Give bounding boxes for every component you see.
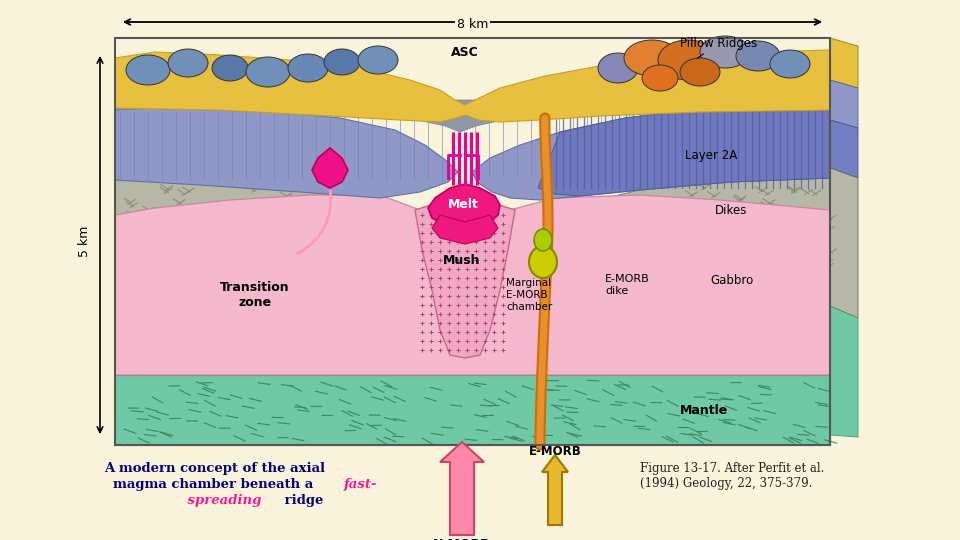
- Polygon shape: [538, 106, 830, 196]
- Polygon shape: [830, 80, 858, 128]
- Text: magma chamber beneath a: magma chamber beneath a: [112, 478, 318, 491]
- Text: Layer 2A: Layer 2A: [685, 148, 737, 161]
- Polygon shape: [115, 100, 830, 132]
- Text: N-MORB: N-MORB: [433, 538, 491, 540]
- Text: E-MORB
dike: E-MORB dike: [605, 274, 650, 296]
- Polygon shape: [115, 178, 430, 375]
- Ellipse shape: [246, 57, 290, 87]
- Polygon shape: [530, 178, 830, 375]
- Polygon shape: [428, 184, 500, 228]
- Polygon shape: [115, 195, 830, 375]
- Ellipse shape: [770, 50, 810, 78]
- Polygon shape: [830, 120, 858, 178]
- Text: ASC: ASC: [451, 45, 479, 58]
- Text: E-MORB: E-MORB: [529, 445, 582, 458]
- Text: Transition
zone: Transition zone: [220, 281, 290, 309]
- Ellipse shape: [736, 41, 780, 71]
- Ellipse shape: [700, 36, 750, 68]
- Ellipse shape: [212, 55, 248, 81]
- Polygon shape: [415, 198, 515, 358]
- Text: Mush: Mush: [444, 253, 481, 267]
- Polygon shape: [830, 168, 858, 318]
- Text: A modern concept of the axial: A modern concept of the axial: [105, 462, 325, 475]
- Text: Marginal
E-MORB
chamber: Marginal E-MORB chamber: [506, 279, 552, 312]
- Ellipse shape: [168, 49, 208, 77]
- Text: Figure 13-17. After Perfit et al.
(1994) Geology, 22, 375-379.: Figure 13-17. After Perfit et al. (1994)…: [640, 462, 825, 490]
- Text: 8 km: 8 km: [457, 18, 489, 31]
- Text: Pillow Ridges: Pillow Ridges: [680, 37, 757, 58]
- Ellipse shape: [126, 55, 170, 85]
- Polygon shape: [472, 106, 830, 200]
- Text: spreading: spreading: [169, 494, 261, 507]
- Text: 5 km: 5 km: [79, 226, 91, 257]
- Ellipse shape: [534, 229, 552, 251]
- Polygon shape: [830, 38, 858, 88]
- Ellipse shape: [658, 40, 718, 80]
- Ellipse shape: [642, 65, 678, 91]
- Polygon shape: [115, 50, 830, 122]
- Ellipse shape: [324, 49, 360, 75]
- Polygon shape: [115, 106, 458, 198]
- Text: Melt: Melt: [447, 199, 478, 212]
- Text: Dikes: Dikes: [715, 204, 748, 217]
- Text: Gabbro: Gabbro: [710, 273, 754, 287]
- Ellipse shape: [680, 58, 720, 86]
- Bar: [115, 38, 830, 445]
- Polygon shape: [312, 148, 348, 188]
- Polygon shape: [440, 442, 484, 535]
- Ellipse shape: [624, 40, 680, 76]
- Text: fast-: fast-: [344, 478, 377, 491]
- Ellipse shape: [288, 54, 328, 82]
- Ellipse shape: [358, 46, 398, 74]
- Text: ridge: ridge: [280, 494, 324, 507]
- Text: Mantle: Mantle: [680, 403, 729, 416]
- Ellipse shape: [598, 53, 638, 83]
- Ellipse shape: [529, 246, 557, 278]
- Polygon shape: [115, 375, 830, 445]
- Polygon shape: [830, 306, 858, 437]
- Polygon shape: [542, 455, 568, 525]
- Polygon shape: [432, 215, 498, 244]
